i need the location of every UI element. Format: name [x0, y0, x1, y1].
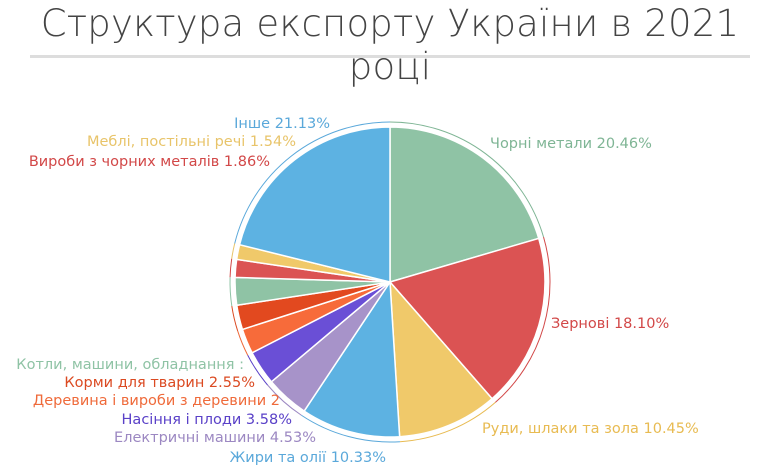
leader-line [267, 384, 302, 416]
slice-label: Чорні метали 20.46% [490, 136, 652, 152]
leader-line [229, 258, 233, 278]
slice-label: Інше 21.13% [234, 116, 330, 132]
slice-label: Електричні машини 4.53% [114, 430, 316, 446]
title-underline [30, 55, 750, 58]
pie-slice [303, 279, 401, 438]
leader-line [495, 236, 551, 403]
slice-label: Зернові 18.10% [551, 316, 669, 332]
leader-line [234, 121, 391, 244]
leader-line [237, 330, 249, 356]
slice-label: Деревина і вироби з деревини 2 [33, 393, 280, 409]
slice-label: Корми для тварин 2.55% [64, 375, 255, 391]
chart-title: Структура експорту України в 2021 році [40, 2, 740, 88]
pie-slice [389, 126, 540, 284]
leader-line [229, 277, 233, 307]
leader-line [247, 354, 268, 386]
leader-line [231, 243, 236, 259]
slice-label: Насіння і плоди 3.58% [122, 412, 292, 428]
slice-label: Котли, машини, обладнання : [16, 357, 244, 373]
pie-slice [388, 237, 546, 400]
slice-label: Вироби з чорних металів 1.86% [29, 154, 270, 170]
leader-line [389, 121, 545, 238]
leader-line [231, 305, 239, 332]
slice-label: Меблі, постільні речі 1.54% [87, 134, 296, 150]
slice-label: Жири та олії 10.33% [230, 450, 386, 466]
slice-label: Руди, шлаки та зола 10.45% [482, 421, 699, 437]
pie-slice [389, 279, 494, 438]
leader-line [399, 402, 496, 443]
pie-slice [238, 126, 391, 283]
leader-line [301, 414, 400, 443]
